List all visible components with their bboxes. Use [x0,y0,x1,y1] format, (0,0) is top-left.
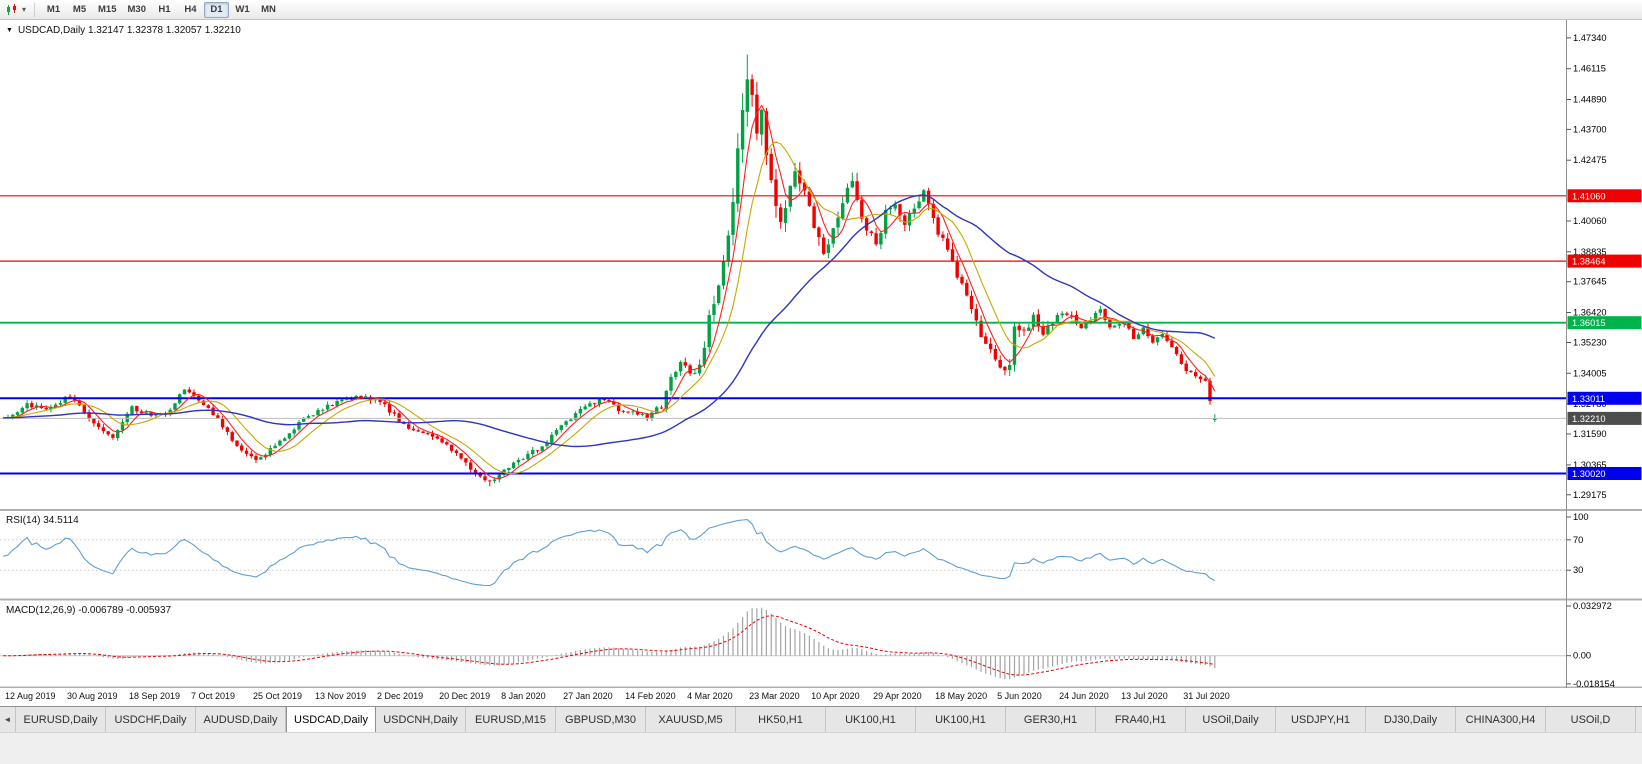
time-axis-label: 31 Jul 2020 [1183,691,1230,701]
svg-text:1.38464: 1.38464 [1572,257,1606,267]
chart-title: ▼ USDCAD,Daily 1.32147 1.32378 1.32057 1… [6,25,241,36]
svg-text:0.00: 0.00 [1573,651,1591,661]
timeframe-button-h1[interactable]: H1 [158,4,171,15]
timeframe-button-mn[interactable]: MN [261,4,276,15]
toolbar-dropdown-icon[interactable]: ▾ [22,5,27,14]
time-axis-label: 30 Aug 2019 [67,691,118,701]
tab-eurusd-m15[interactable]: EURUSD,M15 [466,707,556,732]
time-axis-label: 25 Oct 2019 [253,691,303,701]
svg-text:70: 70 [1573,535,1583,545]
time-axis-label: 7 Oct 2019 [191,691,236,701]
macd-indicator-label: MACD(12,26,9) -0.006789 -0.005937 [6,605,172,616]
timeframe-button-h4[interactable]: H4 [184,4,197,15]
tab-dj30-daily[interactable]: DJ30,Daily [1366,707,1456,732]
tab-usoil-daily[interactable]: USOil,Daily [1186,707,1276,732]
time-axis-label: 12 Aug 2019 [5,691,56,701]
chart-tabs-bar: ◄ EURUSD,Daily USDCHF,Daily AUDUSD,Daily USD… [0,706,1642,732]
time-axis-label: 10 Apr 2020 [811,691,860,701]
tab-hk50-h1[interactable]: HK50,H1 [736,707,826,732]
time-axis-label: 5 Jun 2020 [997,691,1042,701]
chart-area: 1.47340 1.46115 1.44890 1.43700 1.42475 1.400… [0,20,1642,688]
candlestick-icon [7,3,16,15]
time-axis-label: 14 Feb 2020 [625,691,676,701]
svg-text:100: 100 [1573,512,1589,522]
tab-usdcad-daily[interactable]: USDCAD,Daily [286,707,376,732]
toolbar-separator [34,2,36,17]
tab-fra40-h1[interactable]: FRA40,H1 [1096,707,1186,732]
tab-uk100-h1[interactable]: UK100,H1 [826,707,916,732]
svg-text:1.30020: 1.30020 [1572,469,1606,479]
timeframe-button-m15[interactable]: M15 [98,4,117,15]
tab-uk100-h1[interactable]: UK100,H1 [916,707,1006,732]
timeframe-button-d1[interactable]: D1 [203,1,229,18]
svg-text:1.41060: 1.41060 [1572,191,1606,201]
timeframe-button-m1[interactable]: M1 [46,4,61,15]
time-axis-label: 4 Mar 2020 [687,691,733,701]
svg-text:1.30365: 1.30365 [1573,460,1607,470]
svg-text:-0.018154: -0.018154 [1573,679,1615,688]
svg-text:1.36015: 1.36015 [1572,318,1606,328]
time-axis-label: 24 Jun 2020 [1059,691,1109,701]
chart-tools-icon[interactable] [4,2,20,18]
tab-usoil-d[interactable]: USOil,D [1546,707,1636,732]
timeframe-button-group: M1 M5 M15 M30 H1 H4 D1 W1 MN [41,1,281,18]
svg-text:1.33011: 1.33011 [1572,394,1605,404]
timeframe-button-m5[interactable]: M5 [72,4,87,15]
svg-text:1.42475: 1.42475 [1573,155,1607,165]
tab-audusd-daily[interactable]: AUDUSD,Daily [196,707,286,732]
time-axis-label: 20 Dec 2019 [439,691,491,701]
time-axis-label: 27 Jan 2020 [563,691,613,701]
time-axis-label: 23 Mar 2020 [749,691,800,701]
tab-eurusd-daily[interactable]: EURUSD,Daily [16,707,106,732]
chart-title-text: USDCAD,Daily 1.32147 1.32378 1.32057 1.3… [17,25,241,36]
svg-text:0.032972: 0.032972 [1573,601,1612,611]
tab-usdcnh-daily[interactable]: USDCNH,Daily [376,707,466,732]
svg-text:1.43700: 1.43700 [1573,124,1607,134]
tab-ger30-h1[interactable]: GER30,H1 [1006,707,1096,732]
svg-text:30: 30 [1573,565,1583,575]
tab-china300-h4[interactable]: CHINA300,H4 [1456,707,1546,732]
svg-text:1.38835: 1.38835 [1573,247,1607,257]
svg-text:1.35230: 1.35230 [1573,338,1607,348]
svg-text:1.29175: 1.29175 [1573,490,1607,500]
svg-text:1.34005: 1.34005 [1573,368,1607,378]
svg-text:1.31590: 1.31590 [1573,429,1607,439]
price-chart-canvas[interactable]: 1.47340 1.46115 1.44890 1.43700 1.42475 1.400… [0,20,1642,688]
svg-text:1.47340: 1.47340 [1573,33,1607,43]
svg-text:1.36420: 1.36420 [1573,308,1607,318]
svg-text:1.44890: 1.44890 [1573,95,1607,105]
svg-text:1.37645: 1.37645 [1573,277,1607,287]
timeframe-button-w1[interactable]: W1 [235,4,250,15]
timeframe-toolbar: ▾ M1 M5 M15 M30 H1 H4 D1 W1 MN [0,0,1642,20]
rsi-indicator-label: RSI(14) 34.5114 [6,515,79,526]
time-axis-label: 2 Dec 2019 [377,691,424,701]
time-axis-label: 29 Apr 2020 [873,691,922,701]
time-axis-label: 18 May 2020 [935,691,988,701]
time-axis-label: 18 Sep 2019 [129,691,181,701]
time-axis-label: 13 Nov 2019 [315,691,367,701]
svg-text:1.32210: 1.32210 [1572,414,1606,424]
svg-text:1.46115: 1.46115 [1573,64,1606,74]
footer-strip [0,732,1642,764]
tab-usdchf-daily[interactable]: USDCHF,Daily [106,707,196,732]
timeframe-button-m30[interactable]: M30 [127,4,146,15]
time-axis-label: 13 Jul 2020 [1121,691,1168,701]
time-axis[interactable]: 12 Aug 2019 30 Aug 2019 18 Sep 2019 7 Oct 2… [0,688,1642,706]
tab-scroll-left-icon[interactable]: ◄ [0,707,16,732]
svg-text:1.40060: 1.40060 [1573,216,1607,226]
time-axis-label: 8 Jan 2020 [501,691,546,701]
tab-gbpusd-m30[interactable]: GBPUSD,M30 [556,707,646,732]
tab-xauusd-m5[interactable]: XAUUSD,M5 [646,707,736,732]
tab-usdjpy-h1[interactable]: USDJPY,H1 [1276,707,1366,732]
symbol-dropdown-icon[interactable]: ▼ [6,27,13,34]
